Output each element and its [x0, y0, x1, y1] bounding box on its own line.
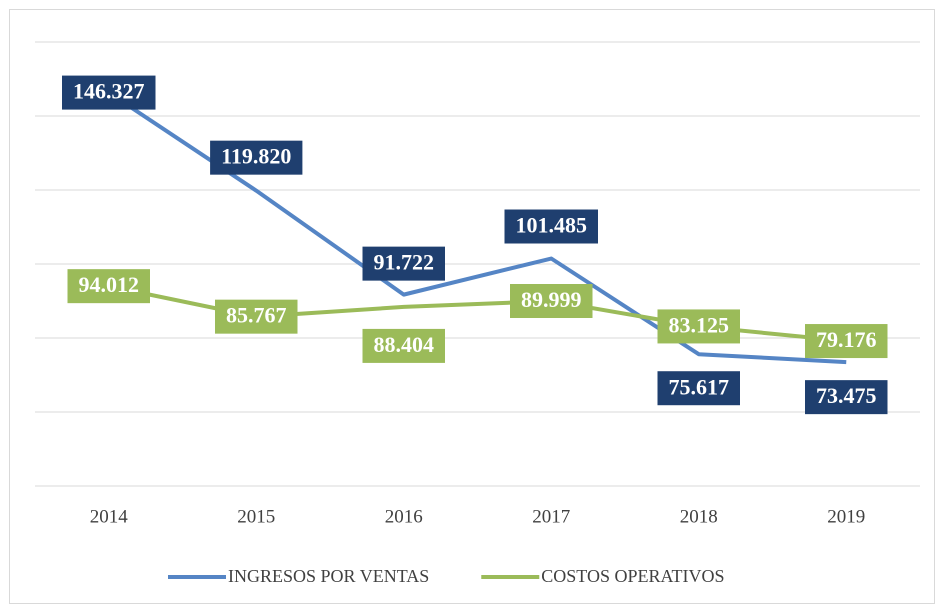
data-label: 75.617	[657, 371, 740, 406]
data-label: 88.404	[362, 328, 445, 363]
data-label-box	[657, 309, 740, 344]
x-tick-label: 2017	[532, 506, 570, 527]
data-label-box	[210, 140, 303, 175]
data-label-box	[657, 371, 740, 406]
x-tick-label: 2015	[237, 506, 275, 527]
data-label: 146.327	[62, 75, 156, 110]
data-label-box	[62, 75, 156, 110]
data-label-box	[215, 299, 298, 334]
data-label-text: 79.176	[816, 327, 877, 352]
data-label: 91.722	[362, 246, 445, 281]
legend-label: COSTOS OPERATIVOS	[541, 566, 724, 586]
data-label-box	[362, 246, 445, 281]
data-label-text: 75.617	[669, 374, 730, 399]
data-label: 83.125	[657, 309, 740, 344]
data-label-box	[362, 328, 445, 363]
data-label-text: 83.125	[669, 312, 730, 337]
x-tick-label: 2019	[827, 506, 865, 527]
x-tick-label: 2014	[90, 506, 129, 527]
data-label: 89.999	[510, 284, 593, 319]
data-label: 101.485	[504, 209, 598, 244]
data-label-box	[504, 209, 598, 244]
data-label-text: 101.485	[516, 213, 588, 238]
data-label: 73.475	[805, 380, 888, 415]
data-label-text: 88.404	[374, 332, 435, 357]
data-label: 79.176	[805, 324, 888, 359]
data-label-text: 73.475	[816, 383, 877, 408]
legend-label: INGRESOS POR VENTAS	[228, 566, 429, 586]
x-tick-label: 2016	[385, 506, 423, 527]
data-label-box	[805, 324, 888, 359]
data-label-box	[805, 380, 888, 415]
x-tick-label: 2018	[680, 506, 718, 527]
data-label-text: 119.820	[221, 144, 291, 169]
data-label-box	[510, 284, 593, 319]
data-label-text: 94.012	[79, 272, 140, 297]
chart-border	[9, 9, 935, 604]
data-label-text: 85.767	[226, 303, 287, 328]
data-label-text: 146.327	[73, 79, 145, 104]
data-label-box	[67, 269, 150, 304]
data-label: 119.820	[210, 140, 303, 175]
data-label: 85.767	[215, 299, 298, 334]
data-label-text: 91.722	[374, 250, 435, 275]
data-label: 94.012	[67, 269, 150, 304]
data-label-text: 89.999	[521, 287, 582, 312]
